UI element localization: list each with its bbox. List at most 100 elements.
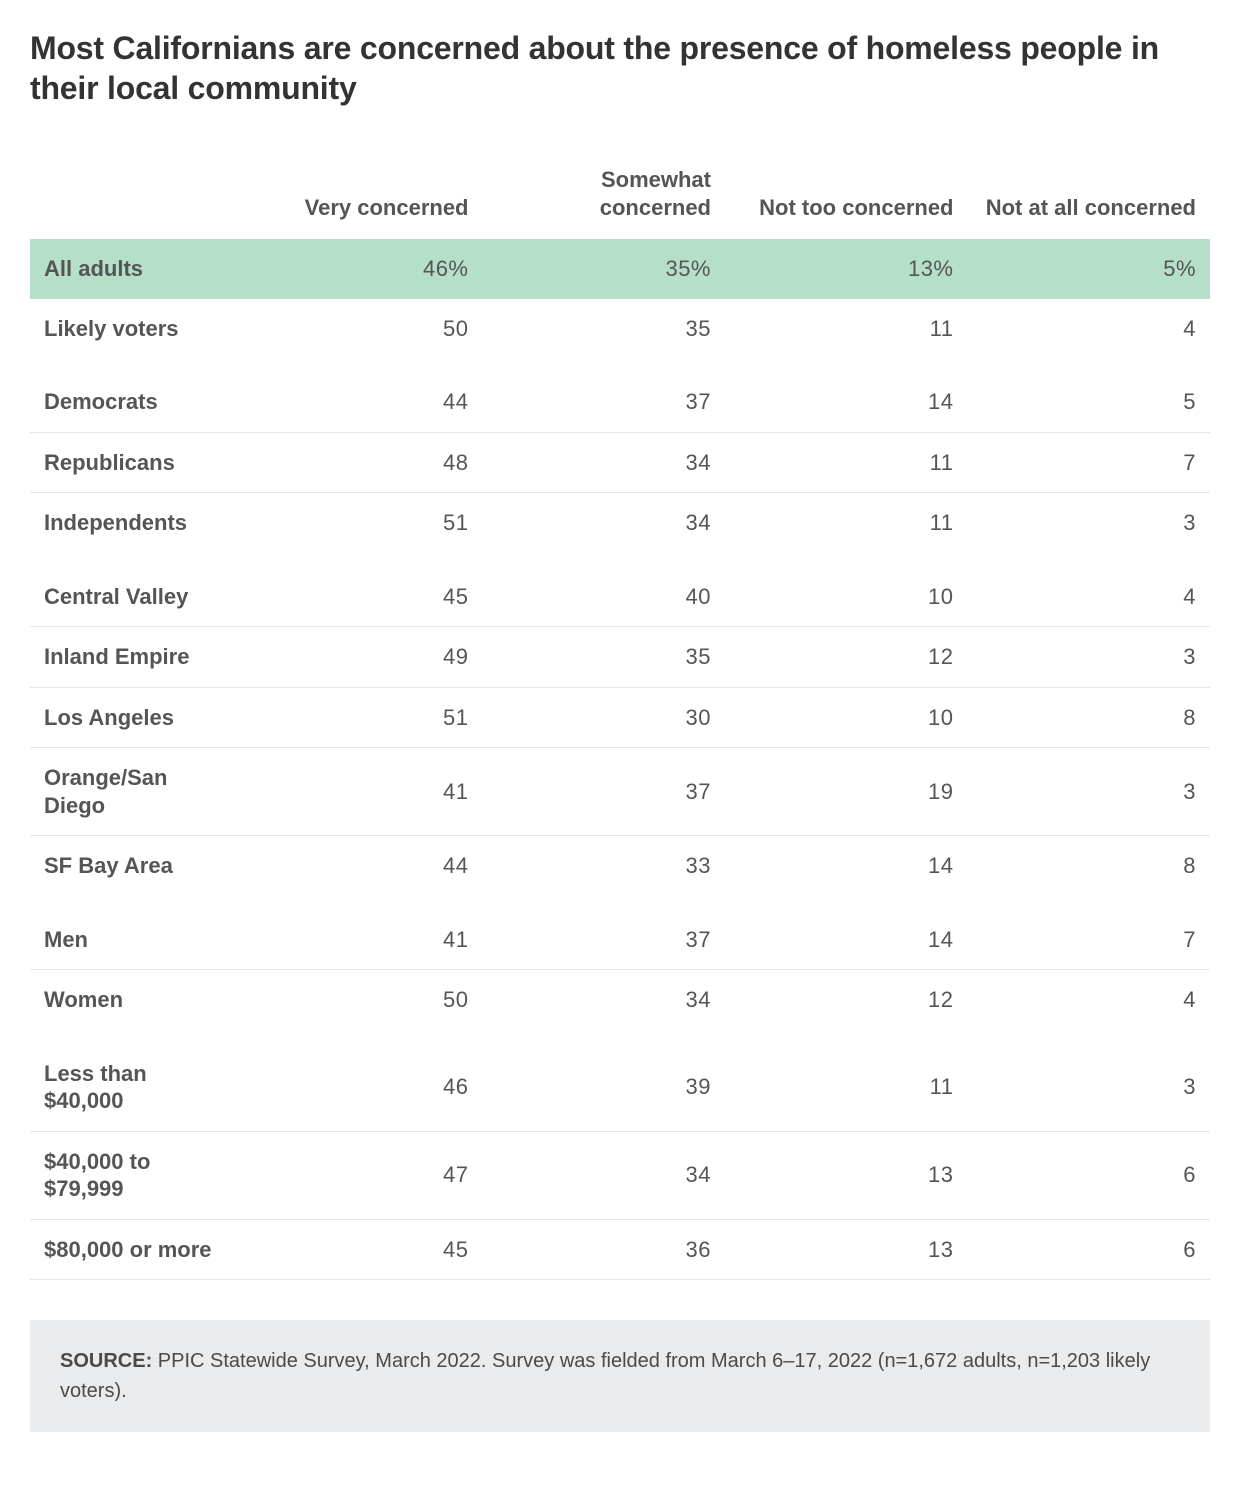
row-label: All adults <box>30 239 240 299</box>
cell-value: 4 <box>968 567 1211 627</box>
source-text: PPIC Statewide Survey, March 2022. Surve… <box>60 1350 1150 1402</box>
cell-value: 35% <box>483 239 726 299</box>
cell-value: 4 <box>968 299 1211 373</box>
table-row: Less than $40,0004639113 <box>30 1044 1210 1132</box>
column-header: Very concerned <box>240 156 483 239</box>
cell-value: 37 <box>483 748 726 836</box>
cell-value: 3 <box>968 493 1211 567</box>
row-label: Inland Empire <box>30 627 240 688</box>
cell-value: 40 <box>483 567 726 627</box>
cell-value: 45 <box>240 1219 483 1280</box>
row-label: Women <box>30 970 240 1044</box>
table-row: Central Valley4540104 <box>30 567 1210 627</box>
row-label: SF Bay Area <box>30 836 240 910</box>
cell-value: 4 <box>968 970 1211 1044</box>
cell-value: 34 <box>483 432 726 493</box>
cell-value: 36 <box>483 1219 726 1280</box>
column-header: Somewhat concerned <box>483 156 726 239</box>
cell-value: 19 <box>725 748 968 836</box>
row-label: $40,000 to $79,999 <box>30 1131 240 1219</box>
cell-value: 14 <box>725 372 968 432</box>
cell-value: 13% <box>725 239 968 299</box>
cell-value: 46% <box>240 239 483 299</box>
page-title: Most Californians are concerned about th… <box>30 28 1210 108</box>
row-label: Los Angeles <box>30 687 240 748</box>
cell-value: 6 <box>968 1219 1211 1280</box>
cell-value: 12 <box>725 970 968 1044</box>
cell-value: 48 <box>240 432 483 493</box>
cell-value: 51 <box>240 493 483 567</box>
table-row: Republicans4834117 <box>30 432 1210 493</box>
cell-value: 6 <box>968 1131 1211 1219</box>
cell-value: 11 <box>725 1044 968 1132</box>
cell-value: 34 <box>483 493 726 567</box>
source-label: SOURCE: <box>60 1350 152 1372</box>
cell-value: 12 <box>725 627 968 688</box>
row-label: Less than $40,000 <box>30 1044 240 1132</box>
table-row: Men4137147 <box>30 910 1210 970</box>
table-row: All adults46%35%13%5% <box>30 239 1210 299</box>
column-header-blank <box>30 156 240 239</box>
cell-value: 44 <box>240 372 483 432</box>
cell-value: 37 <box>483 910 726 970</box>
cell-value: 8 <box>968 836 1211 910</box>
row-label: Republicans <box>30 432 240 493</box>
cell-value: 5 <box>968 372 1211 432</box>
cell-value: 37 <box>483 372 726 432</box>
cell-value: 41 <box>240 910 483 970</box>
cell-value: 13 <box>725 1219 968 1280</box>
cell-value: 34 <box>483 970 726 1044</box>
cell-value: 50 <box>240 970 483 1044</box>
cell-value: 14 <box>725 910 968 970</box>
cell-value: 3 <box>968 627 1211 688</box>
cell-value: 10 <box>725 567 968 627</box>
table-row: Likely voters5035114 <box>30 299 1210 373</box>
table-header-row: Very concernedSomewhat concernedNot too … <box>30 156 1210 239</box>
cell-value: 11 <box>725 493 968 567</box>
cell-value: 35 <box>483 299 726 373</box>
cell-value: 39 <box>483 1044 726 1132</box>
cell-value: 10 <box>725 687 968 748</box>
cell-value: 7 <box>968 432 1211 493</box>
cell-value: 46 <box>240 1044 483 1132</box>
cell-value: 5% <box>968 239 1211 299</box>
table-row: Inland Empire4935123 <box>30 627 1210 688</box>
row-label: $80,000 or more <box>30 1219 240 1280</box>
cell-value: 51 <box>240 687 483 748</box>
row-label: Likely voters <box>30 299 240 373</box>
cell-value: 8 <box>968 687 1211 748</box>
row-label: Central Valley <box>30 567 240 627</box>
table-row: Democrats4437145 <box>30 372 1210 432</box>
table-row: Independents5134113 <box>30 493 1210 567</box>
row-label: Democrats <box>30 372 240 432</box>
row-label: Orange/San Diego <box>30 748 240 836</box>
row-label: Men <box>30 910 240 970</box>
cell-value: 13 <box>725 1131 968 1219</box>
column-header: Not too concerned <box>725 156 968 239</box>
cell-value: 14 <box>725 836 968 910</box>
cell-value: 50 <box>240 299 483 373</box>
cell-value: 49 <box>240 627 483 688</box>
cell-value: 41 <box>240 748 483 836</box>
cell-value: 34 <box>483 1131 726 1219</box>
cell-value: 33 <box>483 836 726 910</box>
source-note: SOURCE: PPIC Statewide Survey, March 202… <box>30 1320 1210 1432</box>
table-row: $40,000 to $79,9994734136 <box>30 1131 1210 1219</box>
cell-value: 7 <box>968 910 1211 970</box>
row-label: Independents <box>30 493 240 567</box>
cell-value: 44 <box>240 836 483 910</box>
cell-value: 3 <box>968 748 1211 836</box>
cell-value: 3 <box>968 1044 1211 1132</box>
table-row: Orange/San Diego4137193 <box>30 748 1210 836</box>
cell-value: 47 <box>240 1131 483 1219</box>
table-row: SF Bay Area4433148 <box>30 836 1210 910</box>
table-row: Los Angeles5130108 <box>30 687 1210 748</box>
cell-value: 35 <box>483 627 726 688</box>
cell-value: 30 <box>483 687 726 748</box>
table-row: $80,000 or more4536136 <box>30 1219 1210 1280</box>
table-row: Women5034124 <box>30 970 1210 1044</box>
column-header: Not at all concerned <box>968 156 1211 239</box>
cell-value: 11 <box>725 432 968 493</box>
cell-value: 11 <box>725 299 968 373</box>
survey-table: Very concernedSomewhat concernedNot too … <box>30 156 1210 1280</box>
